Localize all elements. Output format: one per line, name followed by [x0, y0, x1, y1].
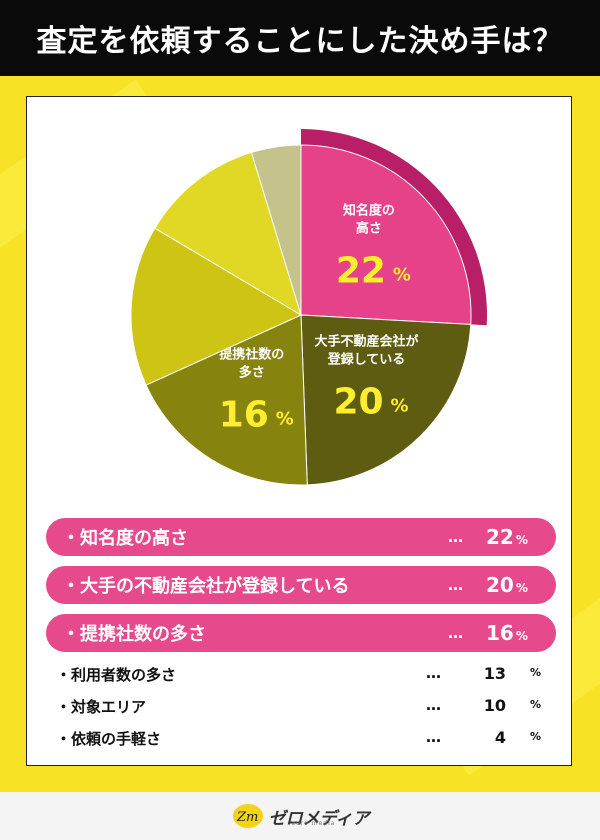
ranking-value: 4	[494, 728, 506, 747]
pie-slice-shape	[250, 144, 302, 316]
pie-value-label: 16	[219, 394, 269, 435]
pie-slice-shape	[130, 227, 303, 386]
ranking-label: ・依頼の手軽さ	[56, 730, 162, 748]
ranking-pill-3: ・提携社数の多さ … 16%	[46, 614, 556, 652]
pie-value-pct: %	[276, 408, 294, 429]
svg-text:Zm: Zm	[236, 810, 258, 825]
ranking-value: 16%	[486, 621, 528, 645]
ranking-label: ・知名度の高さ	[62, 528, 188, 549]
ranking-pct: %	[530, 698, 542, 711]
ranking-pct: %	[530, 666, 542, 679]
pie-value-pct: %	[393, 265, 411, 286]
pie-slice-shape	[300, 144, 472, 325]
pie-slice-label-3: 提携社数の多さ 16%	[219, 346, 294, 435]
ranking-row-4: ・利用者数の多さ … 13 %	[56, 664, 546, 690]
ranking-row-6: ・依頼の手軽さ … 4 %	[56, 728, 546, 754]
ranking-value: 10	[483, 696, 506, 715]
page-title: 査定を依頼することにした決め手は？	[0, 0, 600, 76]
ranking-dots: …	[448, 528, 463, 546]
pie-label-text: 登録している	[327, 352, 406, 368]
chart-card: 知名度の高さ 22% 大手不動産会社が 登録している 20% 提携社数の多さ 16%	[26, 96, 572, 766]
pie-label-text: 多さ	[239, 364, 265, 380]
ranking-pill-1: ・知名度の高さ … 22%	[46, 518, 556, 556]
ranking-value: 13	[483, 664, 506, 683]
logo-subtext: zero media	[292, 820, 336, 827]
pie-slice-shape	[154, 151, 302, 317]
pie-slice-4	[130, 227, 303, 386]
pie-label-text: 高さ	[356, 221, 382, 237]
ranking-label: ・対象エリア	[56, 698, 147, 716]
ranking-value: 20%	[486, 573, 528, 597]
ranking-dots: …	[426, 728, 441, 746]
pie-slice-5	[154, 151, 302, 317]
pie-slice-2	[300, 314, 472, 486]
pie-slice-shape	[300, 314, 472, 486]
pie-slice-6	[250, 144, 302, 316]
ranking-dots: …	[448, 624, 463, 642]
ranking-pill-2: ・大手の不動産会社が登録している … 20%	[46, 566, 556, 604]
logo-icon: Zm	[231, 801, 265, 831]
pie-value-label: 20	[333, 382, 383, 423]
pie-slice-shape	[145, 314, 308, 486]
pie-slice-1	[300, 129, 488, 326]
pie-label-text: 提携社数の	[219, 346, 284, 362]
ranking-label: ・利用者数の多さ	[56, 666, 177, 684]
ranking-label: ・大手の不動産会社が登録している	[62, 576, 350, 597]
pie-value-pct: %	[391, 396, 409, 417]
ranking-label: ・提携社数の多さ	[62, 624, 206, 645]
pie-slice-3	[145, 314, 308, 486]
footer: Zm ゼロメディア zero media	[0, 792, 600, 840]
ranking-dots: …	[426, 696, 441, 714]
ranking-row-5: ・対象エリア … 10 %	[56, 696, 546, 722]
ranking-dots: …	[448, 576, 463, 594]
logo-text: ゼロメディア	[268, 808, 370, 829]
pie-value-label: 22	[336, 251, 386, 292]
pie-label-text: 大手不動産会社が	[314, 334, 418, 350]
pie-slice-label-1: 知名度の高さ 22%	[336, 203, 411, 292]
ranking-dots: …	[426, 664, 441, 682]
ranking-value: 22%	[486, 525, 528, 549]
pie-label-text: 知名度の	[343, 203, 395, 219]
ranking-pct: %	[530, 730, 542, 743]
